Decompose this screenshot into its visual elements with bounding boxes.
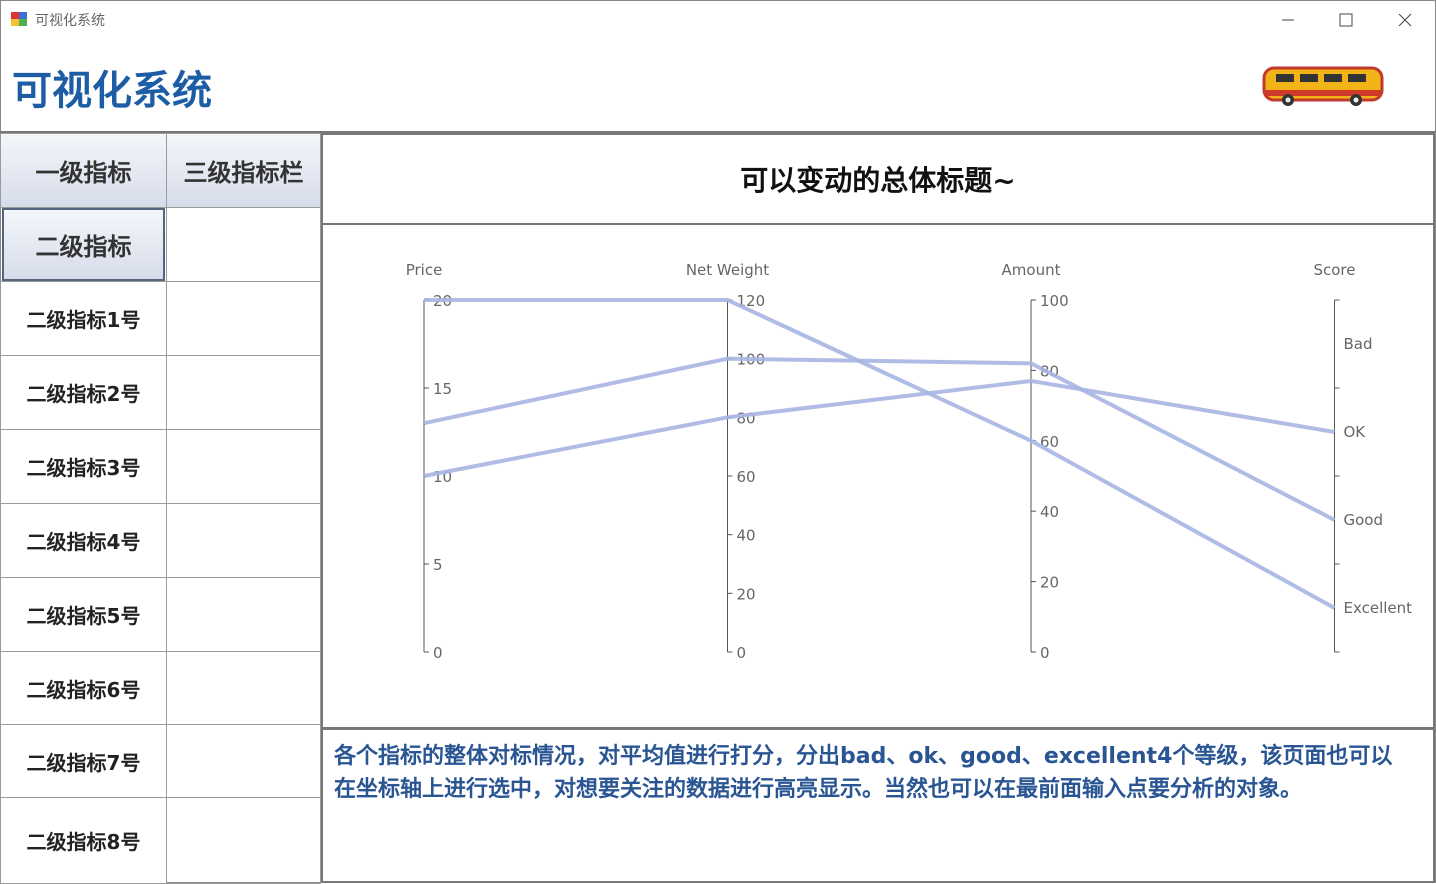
header-divider [0,131,1436,133]
maximize[interactable] [1339,13,1353,27]
window-title: 可视化系统 [35,13,105,29]
empty-cell [166,281,321,356]
sidebar-item[interactable]: 二级指标7号 [0,724,167,798]
empty-cell [166,429,321,504]
axis-tick-label: 40 [1040,503,1059,521]
axis-tick-label: 5 [433,556,443,574]
series-line [423,378,1335,478]
sidebar-item[interactable]: 二级指标2号 [0,355,167,430]
level2-header[interactable]: 二级指标 [2,208,165,281]
axis-tick-label: Good [1344,511,1384,529]
axis-tick-label: 60 [737,468,756,486]
window-controls[interactable] [1270,5,1430,35]
axis-tick-label: 15 [433,380,452,398]
axis-name: Amount [1002,261,1061,279]
axis-tick-label: 100 [1040,292,1069,310]
level1-header[interactable]: 一级指标 [0,133,167,208]
empty-cell [166,207,321,282]
empty-cell [166,651,321,725]
axis-tick-label: 0 [433,644,443,662]
level3-header[interactable]: 三级指标栏 [166,133,321,208]
empty-cell [166,797,321,884]
axis-name: Price [406,261,443,279]
close[interactable] [1398,13,1412,27]
axis-tick-label: 20 [737,585,756,603]
axis-tick-label: 40 [737,527,756,545]
app-icon [11,12,27,26]
empty-cell [166,577,321,652]
series-line [423,356,1336,522]
sidebar-item[interactable]: 二级指标5号 [0,577,167,652]
axis-tick-label: 0 [1040,644,1050,662]
axis-tick-label: Bad [1344,335,1373,353]
empty-cell [166,724,321,798]
description: 各个指标的整体对标情况，对平均值进行打分，分出bad、ok、good、excel… [334,744,1393,802]
sidebar-item[interactable]: 二级指标1号 [0,281,167,356]
axis-tick-label: 80 [737,409,756,427]
app-title: 可视化系统 [12,68,212,114]
bus-icon [1262,66,1384,106]
description-panel: 各个指标的整体对标情况，对平均值进行打分，分出bad、ok、good、excel… [321,728,1435,883]
sidebar-item[interactable]: 二级指标3号 [0,429,167,504]
sidebar-item[interactable]: 二级指标8号 [0,797,167,884]
axis-tick-label: 0 [737,644,747,662]
series-line [424,298,1336,610]
axis-name: Score [1313,261,1355,279]
empty-cell [166,355,321,430]
sidebar-item[interactable]: 二级指标6号 [0,651,167,725]
empty-cell [166,503,321,578]
panel-title: 可以变动的总体标题~ [321,133,1435,225]
axis-tick-label: OK [1344,423,1367,441]
axis-tick-label: 20 [1040,574,1059,592]
sidebar-item[interactable]: 二级指标4号 [0,503,167,578]
axis-name: Net Weight [686,261,769,279]
axis-tick-label: Excellent [1344,599,1413,617]
